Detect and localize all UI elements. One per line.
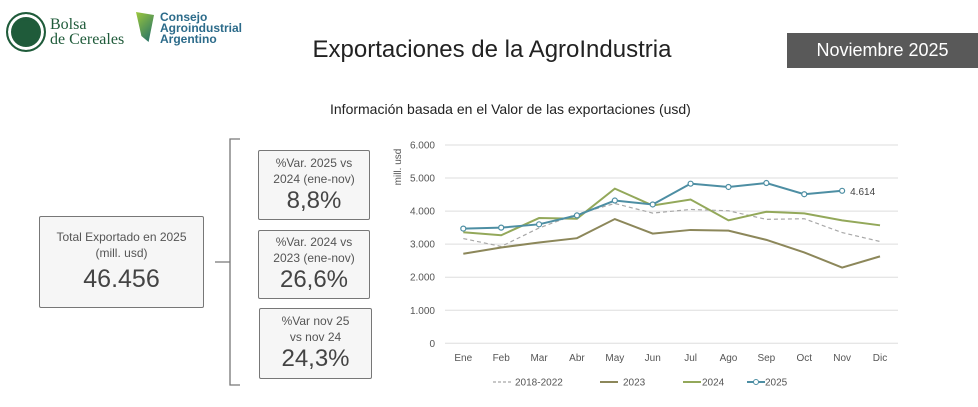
data-point-2025 [460,225,467,232]
legend-label: 2023 [623,378,646,389]
y-tick-label: 2.000 [410,273,435,284]
y-tick-label: 1.000 [410,306,435,317]
x-tick-label: Feb [493,353,511,364]
x-tick-label: Jun [645,353,661,364]
data-point-2025 [839,187,846,194]
data-point-2025 [687,180,694,187]
var-label: vs nov 24 [289,330,342,344]
y-tick-label: 3.000 [410,240,435,251]
total-label: Total Exportado en 2025 [56,230,187,244]
y-tick-label: 4.000 [410,207,435,218]
date-badge: Noviembre 2025 [787,33,978,68]
var-value: 8,8% [286,187,342,214]
series-line-2023 [463,217,881,269]
var-label: %Var nov 25 [281,314,350,328]
total-value: 46.456 [83,265,160,293]
total-exported-card: Total Exportado en 2025 (mill. usd) 46.4… [39,216,204,308]
x-tick-label: Dic [873,353,887,364]
x-tick-label: Ene [454,353,472,364]
legend-label: 2024 [702,378,725,389]
data-point-2025 [801,191,808,198]
var-label: 2023 (ene-nov) [273,251,355,265]
y-tick-label: 5.000 [410,174,435,185]
total-unit: (mill. usd) [95,246,148,260]
x-tick-label: May [605,353,624,364]
exports-line-chart: 0 1.000 2.000 3.000 4.000 5.000 6.000 mill. usd… [393,141,898,389]
var-label: %Var. 2025 vs [275,156,353,170]
x-tick-label: Sep [757,353,775,364]
brace [215,138,240,386]
data-point-2025 [649,201,656,208]
y-axis-label: mill. usd [393,149,404,186]
x-tick-label: Jul [684,353,697,364]
var-card-2025-2024: %Var. 2025 vs 2024 (ene-nov) 8,8% [258,150,370,220]
bolsa-logo: Bolsa de Cereales [6,12,124,52]
cai-logo: Consejo Agroindustrial Argentino [136,11,242,45]
data-label: 4.614 [850,187,875,198]
x-tick-label: Ago [720,353,738,364]
data-point-2025 [725,183,732,191]
data-point-2025 [535,221,543,228]
var-label: 2024 (ene-nov) [273,172,355,186]
x-tick-label: Mar [530,353,548,364]
data-point-2025 [611,197,618,204]
x-tick-label: Oct [796,353,812,364]
data-point-2025 [573,212,581,219]
bolsa-seal-icon [6,12,46,52]
y-tick-label: 0 [429,339,435,350]
subtitle: Información basada en el Valor de las ex… [330,101,691,117]
series-line-2018-2022 [463,202,881,248]
legend-marker [753,379,759,385]
data-point-2025 [498,224,505,231]
x-tick-label: Nov [833,353,851,364]
y-tick-label: 6.000 [410,141,435,152]
var-card-2024-2023: %Var. 2024 vs 2023 (ene-nov) 26,6% [258,230,370,299]
var-label: %Var. 2024 vs [275,235,353,249]
x-tick-label: Abr [569,353,585,364]
data-point-2025 [763,179,770,187]
legend-label: 2025 [765,378,788,389]
series-line-2024 [463,187,881,237]
var-value: 24,3% [281,345,350,372]
page-title: Exportaciones de la AgroIndustria [312,36,672,63]
var-value: 26,6% [279,266,349,293]
legend-label: 2018-2022 [515,378,563,389]
var-card-nov: %Var nov 25 vs nov 24 24,3% [259,308,372,379]
